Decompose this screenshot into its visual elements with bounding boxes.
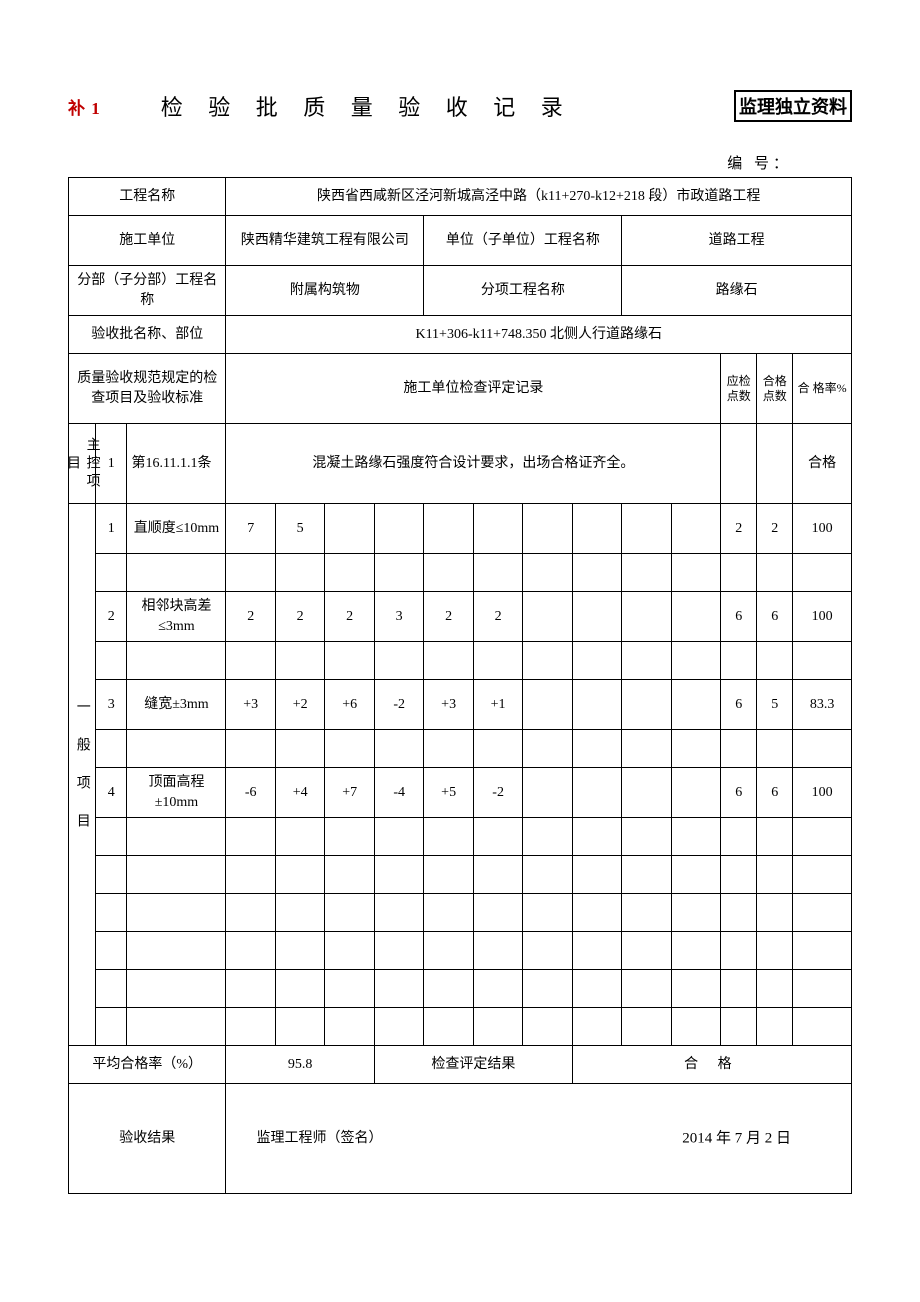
cell bbox=[523, 680, 572, 730]
spec-label: 质量验收规范规定的检查项目及验收标准 bbox=[69, 354, 226, 424]
cell: 2 bbox=[325, 592, 374, 642]
cell-rate: 100 bbox=[793, 504, 852, 554]
cell: +3 bbox=[226, 680, 275, 730]
cell bbox=[523, 768, 572, 818]
subitem-value: 路缘石 bbox=[622, 266, 852, 316]
main-item-desc: 混凝土路缘石强度符合设计要求，出场合格证齐全。 bbox=[226, 424, 721, 504]
gen-row-name: 顶面高程±10mm bbox=[127, 768, 226, 818]
cell: 5 bbox=[275, 504, 324, 554]
gen-row-num: 1 bbox=[95, 504, 126, 554]
cell bbox=[325, 504, 374, 554]
cell-rate: 100 bbox=[793, 592, 852, 642]
cell: 2 bbox=[226, 592, 275, 642]
page-title: 检 验 批 质 量 验 收 记 录 bbox=[161, 90, 734, 122]
avg-value: 95.8 bbox=[226, 1046, 374, 1084]
cell: +3 bbox=[424, 680, 473, 730]
cell bbox=[622, 592, 671, 642]
cell: -6 bbox=[226, 768, 275, 818]
should-check-header: 应检点数 bbox=[721, 354, 757, 424]
cell bbox=[572, 504, 621, 554]
cell bbox=[671, 504, 720, 554]
division-label: 分部（子分部）工程名称 bbox=[69, 266, 226, 316]
cell-pass: 2 bbox=[757, 504, 793, 554]
footer-area: 监理工程师（签名） 2014 年 7 月 2 日 bbox=[226, 1084, 852, 1194]
project-name-label: 工程名称 bbox=[69, 178, 226, 216]
cell: -2 bbox=[473, 768, 522, 818]
cell: +7 bbox=[325, 768, 374, 818]
gen-row-name: 直顺度≤10mm bbox=[127, 504, 226, 554]
gen-row-num: 2 bbox=[95, 592, 126, 642]
main-item-section: 主控项目 bbox=[69, 424, 96, 504]
batch-value: K11+306-k11+748.350 北侧人行道路缘石 bbox=[226, 316, 852, 354]
cell-should: 6 bbox=[721, 592, 757, 642]
cell: 3 bbox=[374, 592, 423, 642]
pass-rate-header: 合 格率% bbox=[793, 354, 852, 424]
cell bbox=[473, 504, 522, 554]
check-result-value: 合 格 bbox=[572, 1046, 851, 1084]
cell-pass: 6 bbox=[757, 592, 793, 642]
accept-label: 验收结果 bbox=[69, 1084, 226, 1194]
general-section: 一般项目 bbox=[69, 504, 96, 1046]
avg-label: 平均合格率（%） bbox=[69, 1046, 226, 1084]
check-result-label: 检查评定结果 bbox=[374, 1046, 572, 1084]
addendum-label: 补 1 bbox=[68, 94, 101, 119]
cell: -4 bbox=[374, 768, 423, 818]
cell bbox=[622, 504, 671, 554]
cell bbox=[572, 592, 621, 642]
cell-should: 2 bbox=[721, 504, 757, 554]
cell-rate: 100 bbox=[793, 768, 852, 818]
cell bbox=[671, 592, 720, 642]
cell bbox=[622, 680, 671, 730]
cell bbox=[671, 680, 720, 730]
contractor-label: 施工单位 bbox=[69, 216, 226, 266]
main-item-pass bbox=[757, 424, 793, 504]
project-name-value: 陕西省西咸新区泾河新城高泾中路（k11+270-k12+218 段）市政道路工程 bbox=[226, 178, 852, 216]
cell bbox=[523, 504, 572, 554]
pass-points-header: 合格点数 bbox=[757, 354, 793, 424]
gen-row-num: 4 bbox=[95, 768, 126, 818]
main-item-clause: 第16.11.1.1条 bbox=[127, 424, 226, 504]
cell-pass: 5 bbox=[757, 680, 793, 730]
sign-date: 2014 年 7 月 2 日 bbox=[682, 1128, 791, 1149]
batch-label: 验收批名称、部位 bbox=[69, 316, 226, 354]
unit-value: 道路工程 bbox=[622, 216, 852, 266]
cell-should: 6 bbox=[721, 768, 757, 818]
cell: 7 bbox=[226, 504, 275, 554]
cell bbox=[622, 768, 671, 818]
subitem-label: 分项工程名称 bbox=[424, 266, 622, 316]
division-value: 附属构筑物 bbox=[226, 266, 424, 316]
cell-should: 6 bbox=[721, 680, 757, 730]
unit-label: 单位（子单位）工程名称 bbox=[424, 216, 622, 266]
main-item-result: 合格 bbox=[793, 424, 852, 504]
cell bbox=[374, 504, 423, 554]
cell: 2 bbox=[473, 592, 522, 642]
cell bbox=[523, 592, 572, 642]
cell: +4 bbox=[275, 768, 324, 818]
gen-row-num: 3 bbox=[95, 680, 126, 730]
cell bbox=[572, 680, 621, 730]
cell: +2 bbox=[275, 680, 324, 730]
cell-rate: 83.3 bbox=[793, 680, 852, 730]
inspection-table: 工程名称 陕西省西咸新区泾河新城高泾中路（k11+270-k12+218 段）市… bbox=[68, 177, 852, 1194]
cell: 2 bbox=[424, 592, 473, 642]
cell: +6 bbox=[325, 680, 374, 730]
cell bbox=[572, 768, 621, 818]
cell-pass: 6 bbox=[757, 768, 793, 818]
cell: 2 bbox=[275, 592, 324, 642]
main-item-should bbox=[721, 424, 757, 504]
supervision-box: 监理独立资料 bbox=[734, 90, 852, 122]
cell bbox=[671, 768, 720, 818]
cell: -2 bbox=[374, 680, 423, 730]
contractor-value: 陕西精华建筑工程有限公司 bbox=[226, 216, 424, 266]
serial-number-label: 编 号： bbox=[68, 152, 852, 173]
sign-label: 监理工程师（签名） bbox=[256, 1129, 382, 1149]
gen-row-name: 缝宽±3mm bbox=[127, 680, 226, 730]
cell: +1 bbox=[473, 680, 522, 730]
record-label: 施工单位检查评定记录 bbox=[226, 354, 721, 424]
header-row: 补 1 检 验 批 质 量 验 收 记 录 监理独立资料 bbox=[68, 90, 852, 122]
cell: +5 bbox=[424, 768, 473, 818]
gen-row-name: 相邻块高差≤3mm bbox=[127, 592, 226, 642]
cell bbox=[424, 504, 473, 554]
